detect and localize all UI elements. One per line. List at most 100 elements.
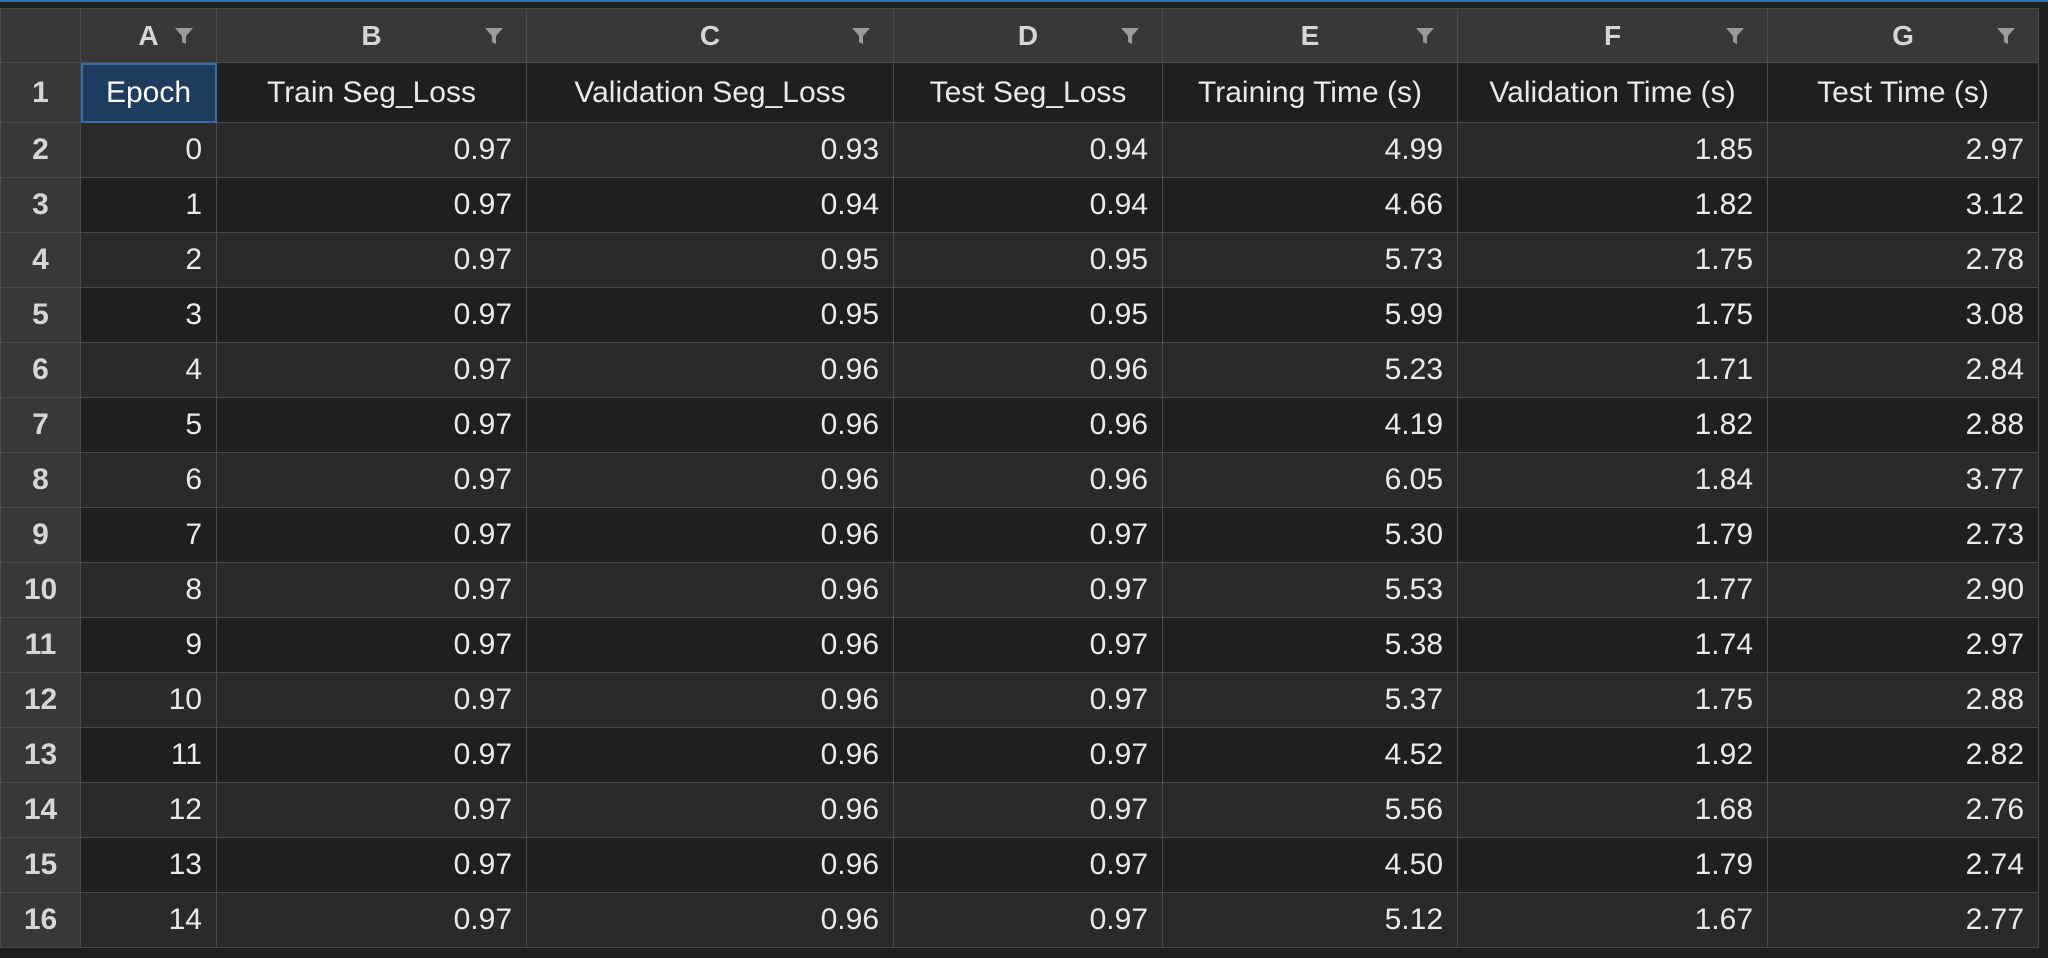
data-cell[interactable]: 2.90	[1767, 562, 2039, 618]
data-cell[interactable]: 0.95	[526, 287, 894, 343]
filter-icon[interactable]	[1996, 26, 2016, 46]
data-cell[interactable]: 3.08	[1767, 287, 2039, 343]
row-number[interactable]: 4	[0, 232, 81, 288]
filter-icon[interactable]	[1415, 26, 1435, 46]
data-cell[interactable]: 5.56	[1162, 782, 1458, 838]
data-cell[interactable]: 0.96	[526, 397, 894, 453]
data-cell[interactable]: 2.77	[1767, 892, 2039, 948]
data-cell[interactable]: 4.50	[1162, 837, 1458, 893]
data-cell[interactable]: 0.97	[216, 342, 527, 398]
data-cell[interactable]: 5.30	[1162, 507, 1458, 563]
data-cell[interactable]: 0.96	[893, 397, 1163, 453]
data-cell[interactable]: 0.95	[526, 232, 894, 288]
data-cell[interactable]: 7	[80, 507, 217, 563]
column-header-f[interactable]: F	[1457, 8, 1768, 63]
row-number[interactable]: 1	[0, 62, 81, 123]
data-cell[interactable]: 2.73	[1767, 507, 2039, 563]
data-cell[interactable]: 2.74	[1767, 837, 2039, 893]
data-cell[interactable]: 0.96	[526, 672, 894, 728]
filter-icon[interactable]	[484, 26, 504, 46]
data-cell[interactable]: 0.97	[893, 672, 1163, 728]
data-cell[interactable]: 0.96	[526, 507, 894, 563]
data-cell[interactable]: 3.12	[1767, 177, 2039, 233]
row-number[interactable]: 5	[0, 287, 81, 343]
column-header-a[interactable]: A	[80, 8, 217, 63]
data-cell[interactable]: 0.96	[526, 782, 894, 838]
filter-icon[interactable]	[1120, 26, 1140, 46]
data-cell[interactable]: 0.97	[216, 122, 527, 178]
data-cell[interactable]: 0.97	[893, 507, 1163, 563]
data-cell[interactable]: 0.96	[526, 342, 894, 398]
data-cell[interactable]: 1.71	[1457, 342, 1768, 398]
header-cell[interactable]: Validation Seg_Loss	[526, 62, 894, 123]
data-cell[interactable]: 4.52	[1162, 727, 1458, 783]
row-number[interactable]: 7	[0, 397, 81, 453]
select-all-corner[interactable]	[0, 8, 81, 63]
data-cell[interactable]: 0.97	[216, 507, 527, 563]
data-cell[interactable]: 1.85	[1457, 122, 1768, 178]
row-number[interactable]: 14	[0, 782, 81, 838]
filter-icon[interactable]	[851, 26, 871, 46]
data-cell[interactable]: 5	[80, 397, 217, 453]
row-number[interactable]: 13	[0, 727, 81, 783]
data-cell[interactable]: 8	[80, 562, 217, 618]
data-cell[interactable]: 0.96	[526, 727, 894, 783]
data-cell[interactable]: 0.97	[216, 617, 527, 673]
filter-icon[interactable]	[174, 26, 194, 46]
data-cell[interactable]: 1	[80, 177, 217, 233]
data-cell[interactable]: 10	[80, 672, 217, 728]
data-cell[interactable]: 0.94	[893, 177, 1163, 233]
data-cell[interactable]: 0.97	[893, 562, 1163, 618]
row-number[interactable]: 16	[0, 892, 81, 948]
data-cell[interactable]: 2.88	[1767, 672, 2039, 728]
data-cell[interactable]: 2.76	[1767, 782, 2039, 838]
data-cell[interactable]: 1.79	[1457, 837, 1768, 893]
data-cell[interactable]: 1.82	[1457, 177, 1768, 233]
data-cell[interactable]: 1.75	[1457, 672, 1768, 728]
data-cell[interactable]: 2.78	[1767, 232, 2039, 288]
data-cell[interactable]: 0.97	[216, 232, 527, 288]
data-cell[interactable]: 1.84	[1457, 452, 1768, 508]
data-cell[interactable]: 5.23	[1162, 342, 1458, 398]
data-cell[interactable]: 6.05	[1162, 452, 1458, 508]
data-cell[interactable]: 0.95	[893, 232, 1163, 288]
header-cell[interactable]: Test Time (s)	[1767, 62, 2039, 123]
data-cell[interactable]: 0.96	[893, 342, 1163, 398]
data-cell[interactable]: 0.97	[893, 837, 1163, 893]
data-cell[interactable]: 1.75	[1457, 232, 1768, 288]
data-cell[interactable]: 1.74	[1457, 617, 1768, 673]
data-cell[interactable]: 1.92	[1457, 727, 1768, 783]
data-cell[interactable]: 5.99	[1162, 287, 1458, 343]
data-cell[interactable]: 2.88	[1767, 397, 2039, 453]
data-cell[interactable]: 0.97	[216, 177, 527, 233]
data-cell[interactable]: 2.97	[1767, 122, 2039, 178]
row-number[interactable]: 12	[0, 672, 81, 728]
data-cell[interactable]: 2.97	[1767, 617, 2039, 673]
data-cell[interactable]: 0.96	[526, 892, 894, 948]
data-cell[interactable]: 1.75	[1457, 287, 1768, 343]
selected-header-cell[interactable]: Epoch	[80, 62, 217, 123]
header-cell[interactable]: Training Time (s)	[1162, 62, 1458, 123]
data-cell[interactable]: 0.95	[893, 287, 1163, 343]
data-cell[interactable]: 13	[80, 837, 217, 893]
row-number[interactable]: 3	[0, 177, 81, 233]
data-cell[interactable]: 1.77	[1457, 562, 1768, 618]
data-cell[interactable]: 5.73	[1162, 232, 1458, 288]
data-cell[interactable]: 5.38	[1162, 617, 1458, 673]
column-header-b[interactable]: B	[216, 8, 527, 63]
data-cell[interactable]: 0.94	[526, 177, 894, 233]
data-cell[interactable]: 1.82	[1457, 397, 1768, 453]
data-cell[interactable]: 0.97	[893, 892, 1163, 948]
row-number[interactable]: 10	[0, 562, 81, 618]
data-cell[interactable]: 0.97	[216, 397, 527, 453]
data-cell[interactable]: 0.97	[893, 617, 1163, 673]
data-cell[interactable]: 14	[80, 892, 217, 948]
data-cell[interactable]: 0.97	[216, 782, 527, 838]
data-cell[interactable]: 3	[80, 287, 217, 343]
data-cell[interactable]: 0.93	[526, 122, 894, 178]
data-cell[interactable]: 1.67	[1457, 892, 1768, 948]
data-cell[interactable]: 4.19	[1162, 397, 1458, 453]
row-number[interactable]: 8	[0, 452, 81, 508]
data-cell[interactable]: 0.97	[216, 287, 527, 343]
data-cell[interactable]: 0.97	[216, 837, 527, 893]
